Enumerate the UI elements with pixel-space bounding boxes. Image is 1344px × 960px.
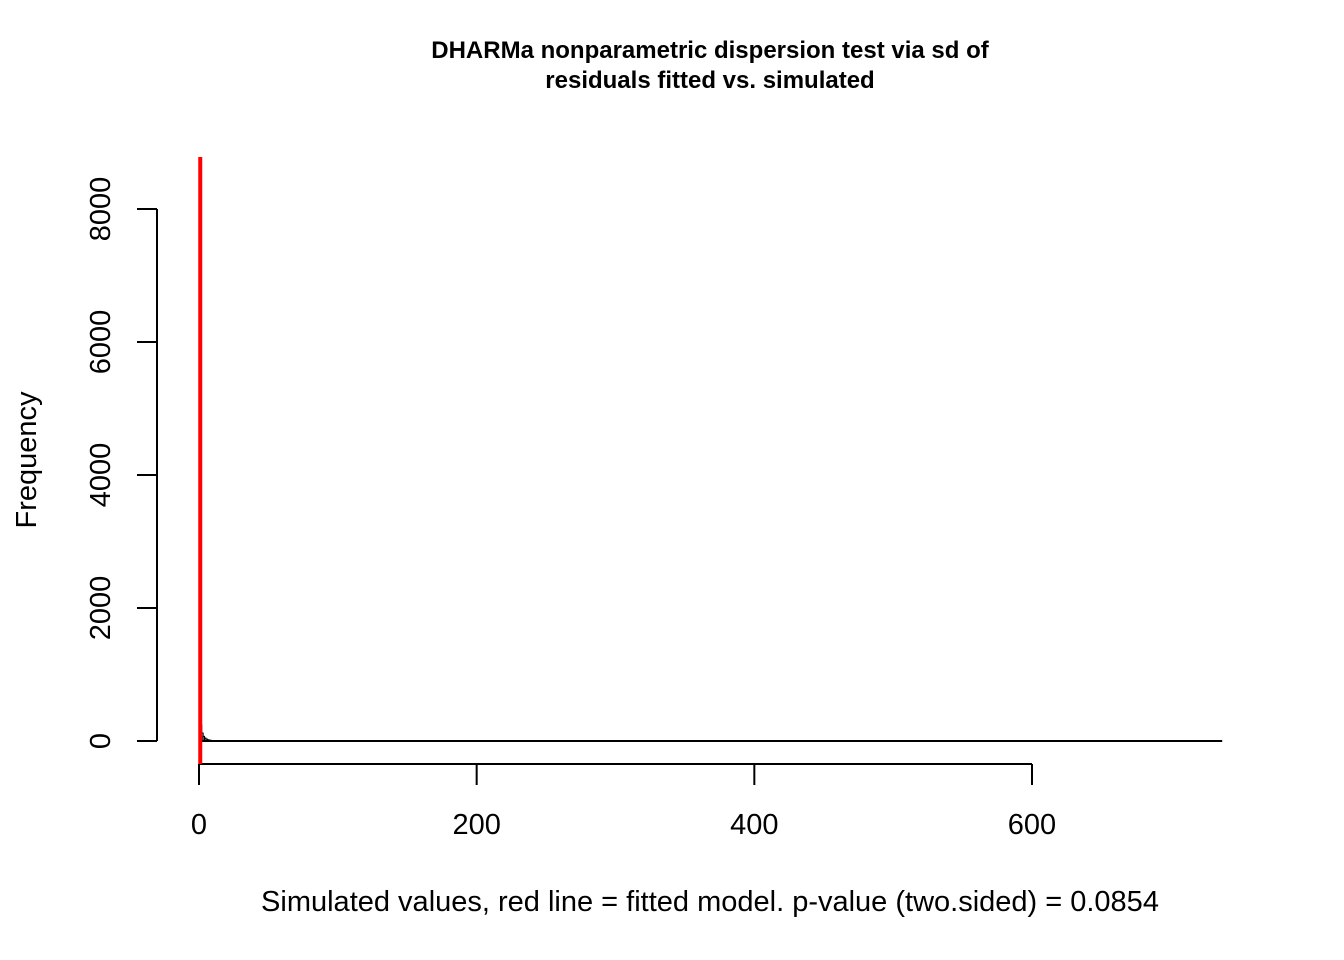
chart-title-line-1: DHARMa nonparametric dispersion test via… [431, 37, 989, 64]
y-tick-label-2: 4000 [85, 443, 117, 508]
histogram-bars [198, 161, 1223, 742]
y-axis: 0 2000 4000 6000 8000 [85, 177, 158, 749]
x-tick-label-2: 400 [730, 809, 778, 841]
x-axis-label: Simulated values, red line = fitted mode… [261, 886, 1159, 918]
y-tick-label-0: 0 [85, 733, 117, 749]
x-axis: 0 200 400 600 [191, 763, 1056, 841]
x-tick-label-1: 200 [452, 809, 500, 841]
y-axis-label: Frequency [11, 391, 43, 529]
y-tick-label-3: 6000 [85, 310, 117, 375]
x-tick-label-3: 600 [1008, 809, 1056, 841]
y-tick-label-1: 2000 [85, 576, 117, 641]
x-tick-label-0: 0 [191, 809, 207, 841]
y-tick-label-4: 8000 [85, 177, 117, 242]
chart-title-line-2: residuals fitted vs. simulated [545, 67, 874, 94]
